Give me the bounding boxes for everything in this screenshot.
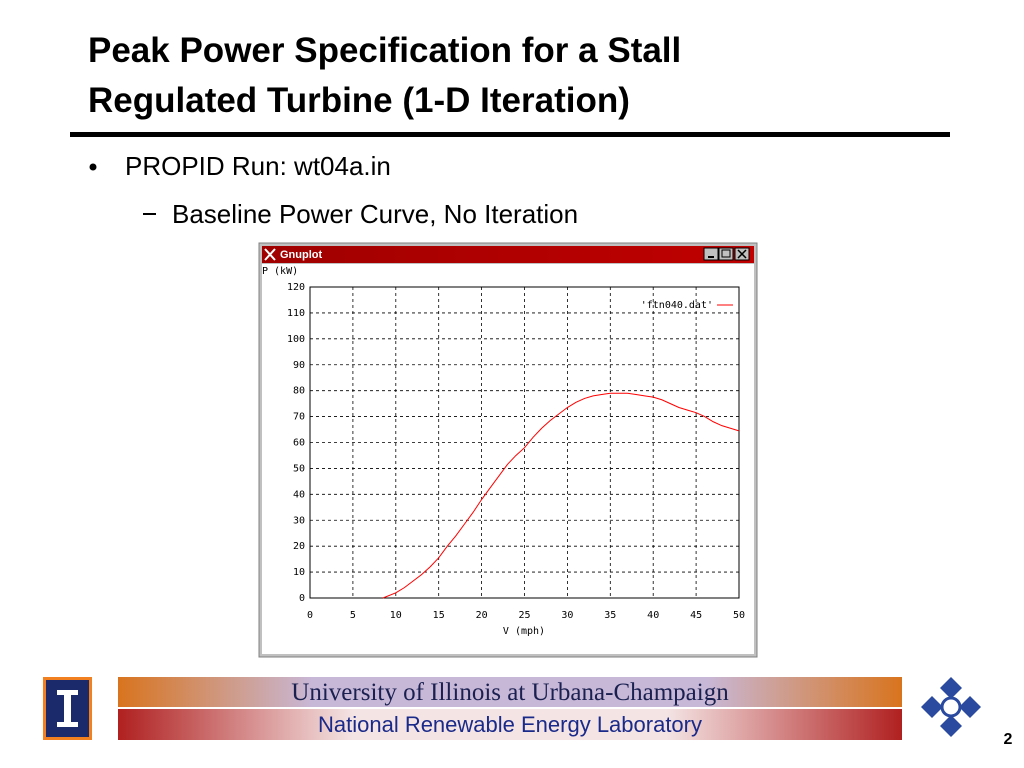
window-title: Gnuplot <box>280 249 322 261</box>
nrel-logo <box>921 677 981 737</box>
y-tick-label: 80 <box>293 386 305 397</box>
minimize-button[interactable] <box>703 247 719 261</box>
x-axis-label: V (mph) <box>503 626 545 637</box>
plot-canvas <box>262 264 754 654</box>
y-axis-label: P (kW) <box>262 266 298 277</box>
x-tick-label: 30 <box>561 610 573 621</box>
x-tick-label: 50 <box>733 610 745 621</box>
plot: 0 10 20 30 40 50 60 70 80 90 100 110 120 0 5 10 15 20 25 30… <box>287 282 745 621</box>
slide-title: Regulated Turbine (1-D Iteration) <box>88 81 630 120</box>
x-tick-label: 25 <box>518 610 530 621</box>
y-tick-label: 30 <box>293 515 305 526</box>
sub-bullet-text: Baseline Power Curve, No Iteration <box>172 199 578 229</box>
window-titlebar <box>262 246 754 263</box>
lab-name: National Renewable Energy Laboratory <box>318 712 702 737</box>
button-glyph <box>721 249 731 258</box>
x-tick-label: 40 <box>647 610 659 621</box>
uiuc-logo-i <box>57 690 78 727</box>
button-glyph <box>737 249 747 259</box>
y-tick-label: 70 <box>293 412 305 423</box>
x-tick-label: 45 <box>690 610 702 621</box>
banner-bottom <box>118 708 902 740</box>
window-icon <box>264 248 276 261</box>
y-tick-label: 90 <box>293 360 305 371</box>
title-rule <box>70 132 950 137</box>
x-tick-label: 35 <box>604 610 616 621</box>
y-tick-label: 100 <box>287 334 305 345</box>
sub-bullet-dash <box>143 213 156 215</box>
x-tick-label: 5 <box>350 610 356 621</box>
x-tick-label: 10 <box>390 610 402 621</box>
data-line <box>382 392 740 599</box>
y-tick-label: 120 <box>287 282 305 293</box>
page-number: 2 <box>1004 731 1013 748</box>
banner-top <box>118 677 902 708</box>
legend-label: 'ftn040.dat' <box>641 300 713 311</box>
bullet-dot <box>89 163 97 171</box>
x-tick-label: 0 <box>307 610 313 621</box>
university-name: University of Illinois at Urbana-Champai… <box>291 679 729 706</box>
y-tick-label: 0 <box>299 593 305 604</box>
slide-title: Peak Power Specification for a Stall <box>88 31 681 70</box>
x-tick-label: 20 <box>476 610 488 621</box>
y-tick-label: 50 <box>293 463 305 474</box>
bullet-text: PROPID Run: wt04a.in <box>125 151 391 181</box>
y-tick-label: 60 <box>293 438 305 449</box>
y-tick-label: 10 <box>293 567 305 578</box>
plot-frame <box>309 286 740 599</box>
y-tick-label: 110 <box>287 308 305 319</box>
y-tick-label: 20 <box>293 541 305 552</box>
window-buttons[interactable] <box>703 247 750 261</box>
x-tick-label: 15 <box>433 610 445 621</box>
y-tick-label: 40 <box>293 489 305 500</box>
